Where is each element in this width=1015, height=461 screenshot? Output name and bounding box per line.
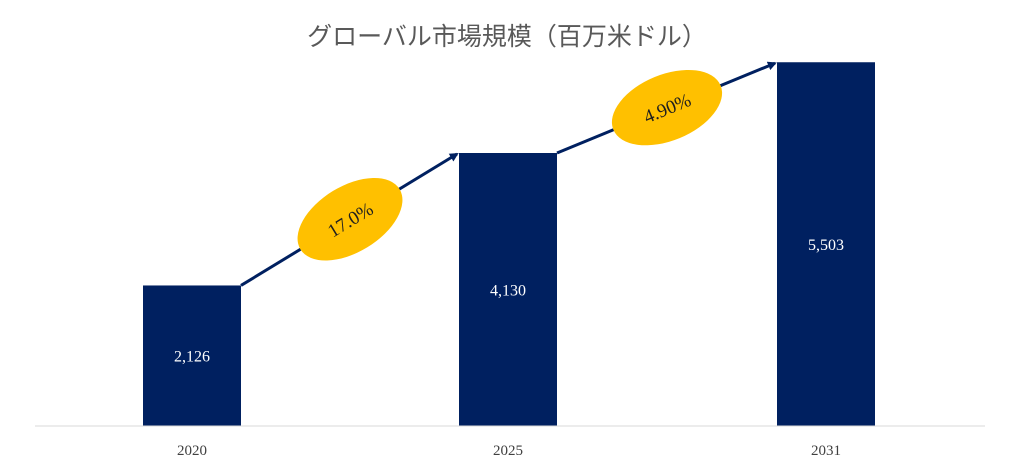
growth-badges: 17.0% 4.90%: [297, 69, 723, 261]
bar-2020: [143, 285, 241, 426]
growth-badge-2: 4.90%: [611, 69, 723, 146]
data-label-2025: 4,130: [490, 283, 526, 300]
growth-badge-shape: [297, 177, 403, 261]
growth-badge-1: 17.0%: [297, 177, 403, 261]
x-axis-ticks: 2020 2025 2031: [177, 443, 841, 459]
data-label-2020: 2,126: [174, 349, 210, 366]
x-tick-2020: 2020: [177, 443, 207, 459]
chart-title: グローバル市場規模（百万米ドル）: [307, 22, 707, 51]
data-label-2031: 5,503: [808, 237, 844, 254]
x-tick-2025: 2025: [493, 443, 523, 459]
growth-badge-shape: [611, 69, 723, 146]
bar-2025: [459, 153, 557, 426]
bars: 2,126 4,130 5,503: [143, 62, 875, 427]
bar-2031: [777, 62, 875, 427]
x-tick-2031: 2031: [811, 443, 841, 459]
